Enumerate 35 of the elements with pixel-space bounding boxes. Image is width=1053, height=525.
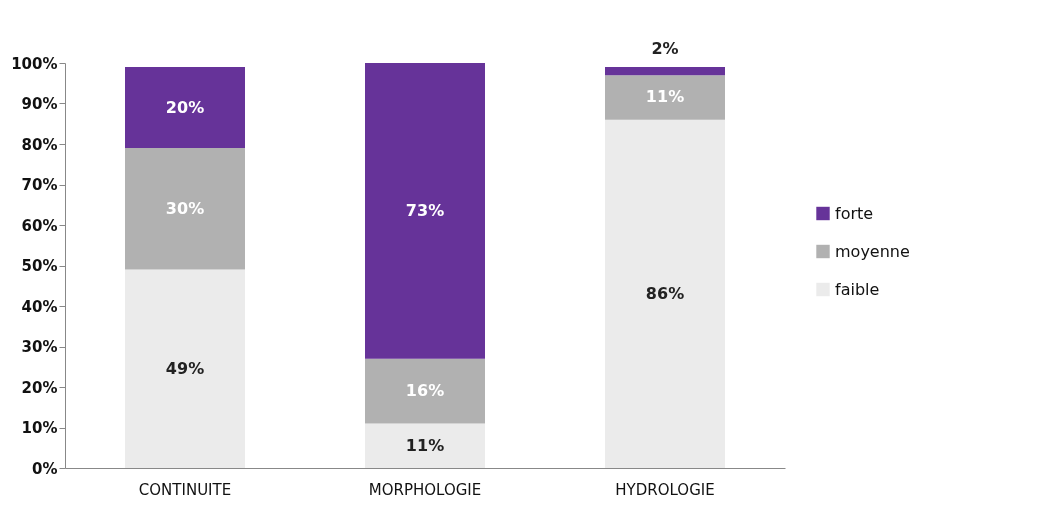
x-tick-label: HYDROLOGIE bbox=[615, 480, 715, 499]
y-tick-label: 10% bbox=[21, 419, 58, 437]
data-label: 11% bbox=[405, 435, 445, 455]
data-label: 11% bbox=[645, 87, 685, 107]
x-tick-label: CONTINUITE bbox=[138, 480, 232, 499]
data-label: 73% bbox=[405, 200, 445, 220]
bar bbox=[605, 119, 725, 468]
data-label: 49% bbox=[165, 358, 205, 378]
data-label: 86% bbox=[645, 283, 685, 303]
y-tick-label: 40% bbox=[21, 297, 58, 316]
y-tick-label: 50% bbox=[21, 257, 58, 275]
y-tick-label: 70% bbox=[21, 176, 58, 194]
bar bbox=[605, 75, 725, 120]
legend-label: moyenne bbox=[835, 241, 910, 261]
bar bbox=[605, 67, 725, 76]
x-tick-label: MORPHOLOGIE bbox=[368, 480, 482, 499]
bar bbox=[125, 269, 245, 468]
data-label: 2% bbox=[651, 38, 679, 58]
data-label: 30% bbox=[165, 198, 205, 218]
data-label: 16% bbox=[405, 381, 445, 401]
bar bbox=[125, 148, 245, 270]
legend-label: faible bbox=[835, 279, 880, 299]
y-tick-label: 0% bbox=[32, 459, 58, 478]
bar bbox=[365, 63, 485, 359]
y-tick-label: 100% bbox=[11, 54, 58, 73]
y-tick-label: 80% bbox=[21, 135, 58, 154]
legend-label: forte bbox=[835, 203, 874, 223]
y-tick-label: 30% bbox=[21, 338, 58, 356]
bar bbox=[125, 67, 245, 149]
bar bbox=[365, 358, 485, 424]
y-tick-label: 60% bbox=[21, 216, 58, 235]
y-tick-label: 20% bbox=[21, 378, 58, 397]
y-tick-label: 90% bbox=[21, 95, 58, 113]
bar bbox=[365, 423, 485, 468]
data-label: 20% bbox=[165, 97, 205, 117]
